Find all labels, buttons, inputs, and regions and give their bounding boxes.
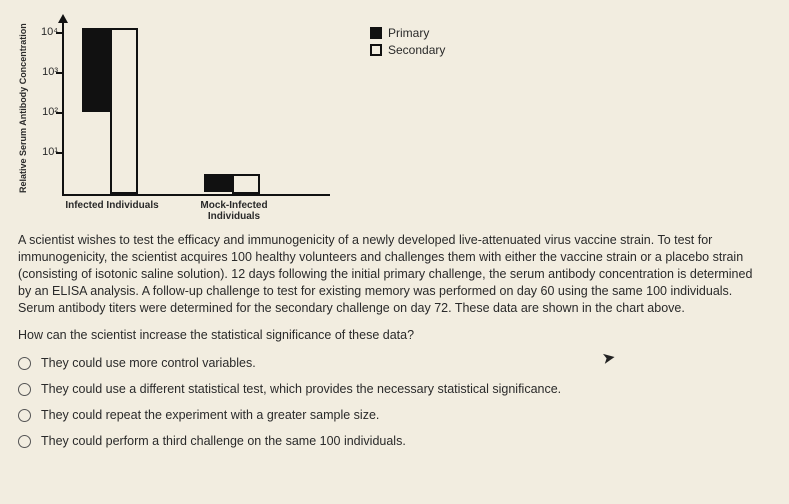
- x-axis-label: Mock-Infected Individuals: [174, 200, 294, 222]
- option-item[interactable]: They could perform a third challenge on …: [18, 434, 765, 448]
- x-axis-line: [62, 194, 330, 196]
- bar-secondary: [110, 28, 138, 194]
- option-text: They could perform a third challenge on …: [41, 434, 406, 448]
- bar-secondary: [232, 174, 260, 194]
- legend: Primary Secondary: [370, 26, 445, 60]
- legend-label: Primary: [388, 26, 429, 40]
- y-tick-label: 10⁴: [30, 26, 58, 38]
- radio-icon[interactable]: [18, 357, 31, 370]
- y-tick-label: 10³: [30, 66, 58, 78]
- y-tick-label: 10¹: [30, 146, 58, 158]
- legend-label: Secondary: [388, 43, 445, 57]
- option-item[interactable]: They could use a different statistical t…: [18, 382, 765, 396]
- option-text: They could use more control variables.: [41, 356, 256, 370]
- option-text: They could repeat the experiment with a …: [41, 408, 379, 422]
- options-list: They could use more control variables. Th…: [18, 356, 765, 448]
- chart-axes: 10⁴10³10²10¹ Infected IndividualsMock-In…: [30, 18, 330, 218]
- chart-region: Relative Serum Antibody Concentration 10…: [18, 18, 765, 218]
- legend-item: Primary: [370, 26, 445, 40]
- mouse-cursor-icon: ➤: [600, 347, 617, 369]
- y-tick-label: 10²: [30, 106, 58, 118]
- bar-group: [204, 174, 260, 194]
- bar-primary: [204, 174, 232, 192]
- passage-text: A scientist wishes to test the efficacy …: [18, 232, 765, 316]
- bar-primary: [82, 28, 110, 112]
- y-axis-label: Relative Serum Antibody Concentration: [18, 18, 28, 198]
- plot-area: [64, 18, 330, 194]
- radio-icon[interactable]: [18, 383, 31, 396]
- legend-swatch: [370, 44, 382, 56]
- option-item[interactable]: They could repeat the experiment with a …: [18, 408, 765, 422]
- option-item[interactable]: They could use more control variables.: [18, 356, 765, 370]
- x-axis-label: Infected Individuals: [52, 200, 172, 211]
- bar-group: [82, 28, 138, 194]
- legend-item: Secondary: [370, 43, 445, 57]
- legend-swatch: [370, 27, 382, 39]
- radio-icon[interactable]: [18, 409, 31, 422]
- radio-icon[interactable]: [18, 435, 31, 448]
- question-text: How can the scientist increase the stati…: [18, 328, 765, 342]
- option-text: They could use a different statistical t…: [41, 382, 561, 396]
